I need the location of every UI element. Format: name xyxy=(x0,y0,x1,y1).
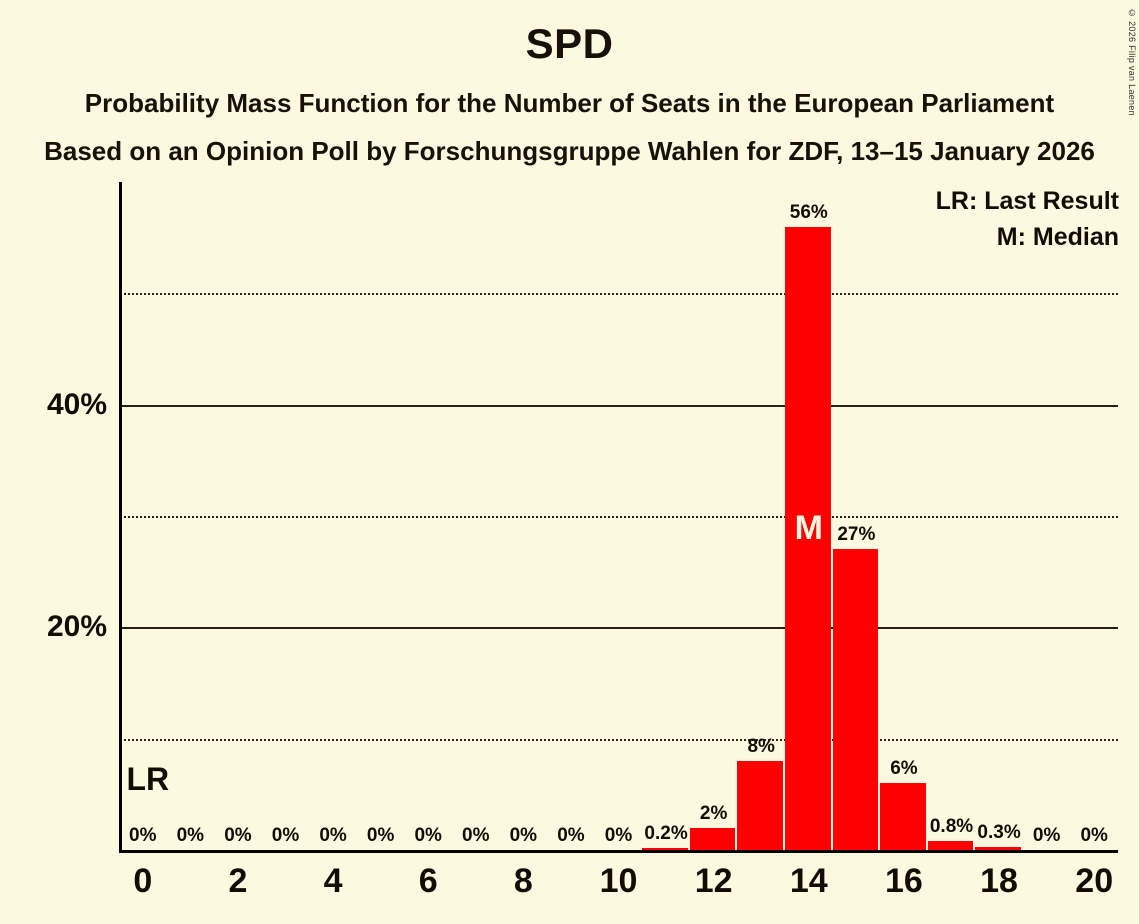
bar-seat-12 xyxy=(689,827,736,850)
bar-value-label-15: 27% xyxy=(837,524,876,546)
bar-value-label-14: 56% xyxy=(789,201,828,223)
x-tick-label-6: 6 xyxy=(418,862,438,900)
bar-seat-17 xyxy=(927,841,974,850)
x-tick-label-14: 14 xyxy=(789,862,828,900)
x-axis-line xyxy=(119,850,1118,853)
chart-source-note: Based on an Opinion Poll by Forschungsgr… xyxy=(44,136,1095,166)
bar-value-label-20: 0% xyxy=(1080,825,1108,846)
chart-legend: LR: Last Result M: Median xyxy=(936,183,1119,256)
y-axis-line xyxy=(119,182,122,853)
gridline-40 xyxy=(119,404,1118,407)
copyright-notice: © 2026 Filip van Laenen xyxy=(1127,8,1137,116)
page-title: SPD xyxy=(525,20,614,67)
x-tick-label-20: 20 xyxy=(1075,862,1114,900)
bar-value-label-8: 0% xyxy=(509,825,538,846)
bar-value-label-11: 0.2% xyxy=(644,822,688,844)
y-tick-label-20: 20% xyxy=(46,610,107,644)
bar-value-label-18: 0.3% xyxy=(977,821,1021,843)
bar-seat-18 xyxy=(975,846,1021,850)
bar-seat-14 xyxy=(785,226,831,850)
x-tick-label-4: 4 xyxy=(323,862,343,900)
gridline-50 xyxy=(119,293,1118,296)
bar-value-label-9: 0% xyxy=(557,825,585,846)
bar-value-label-4: 0% xyxy=(319,825,347,846)
x-tick-label-10: 10 xyxy=(599,862,638,900)
bar-value-label-1: 0% xyxy=(176,825,205,846)
bar-value-label-13: 8% xyxy=(747,735,775,757)
plot-area: 0% LR 0% 0% 0% 0% 0% 0% 0% 0% 0% 0% 0.2% 2% 8% 56% M 27% 6… xyxy=(119,182,1118,853)
bar-seat-11 xyxy=(642,847,688,850)
x-tick-label-0: 0 xyxy=(133,862,153,900)
legend-median: M: Median xyxy=(996,223,1119,252)
x-tick-label-18: 18 xyxy=(980,862,1018,900)
median-marker: M xyxy=(794,508,823,547)
gridline-30 xyxy=(119,516,1118,518)
bar-value-label-19: 0% xyxy=(1032,825,1061,846)
bar-seat-16 xyxy=(880,783,926,850)
bar-value-label-17: 0.8% xyxy=(929,816,974,838)
bar-value-label-7: 0% xyxy=(462,825,490,846)
x-tick-label-16: 16 xyxy=(885,862,923,900)
bar-value-label-0: 0% xyxy=(129,825,157,846)
bar-value-label-6: 0% xyxy=(414,825,442,846)
chart-subtitle: Probability Mass Function for the Number… xyxy=(84,88,1055,118)
x-tick-label-8: 8 xyxy=(513,862,533,900)
bar-value-label-5: 0% xyxy=(366,825,395,846)
bar-value-label-12: 2% xyxy=(699,802,728,824)
bar-seat-13 xyxy=(737,760,783,850)
x-tick-label-2: 2 xyxy=(228,862,248,900)
gridline-20 xyxy=(119,627,1118,630)
last-result-marker: LR xyxy=(126,761,170,797)
legend-last-result: LR: Last Result xyxy=(935,187,1119,215)
x-tick-label-12: 12 xyxy=(694,862,733,900)
bar-value-label-16: 6% xyxy=(890,758,918,780)
bar-value-label-3: 0% xyxy=(271,825,300,846)
y-tick-label-40: 40% xyxy=(46,387,107,421)
bar-seat-15 xyxy=(832,549,879,850)
gridline-10 xyxy=(119,738,1118,741)
bar-value-label-2: 0% xyxy=(224,825,252,846)
bar-value-label-10: 0% xyxy=(604,825,633,846)
